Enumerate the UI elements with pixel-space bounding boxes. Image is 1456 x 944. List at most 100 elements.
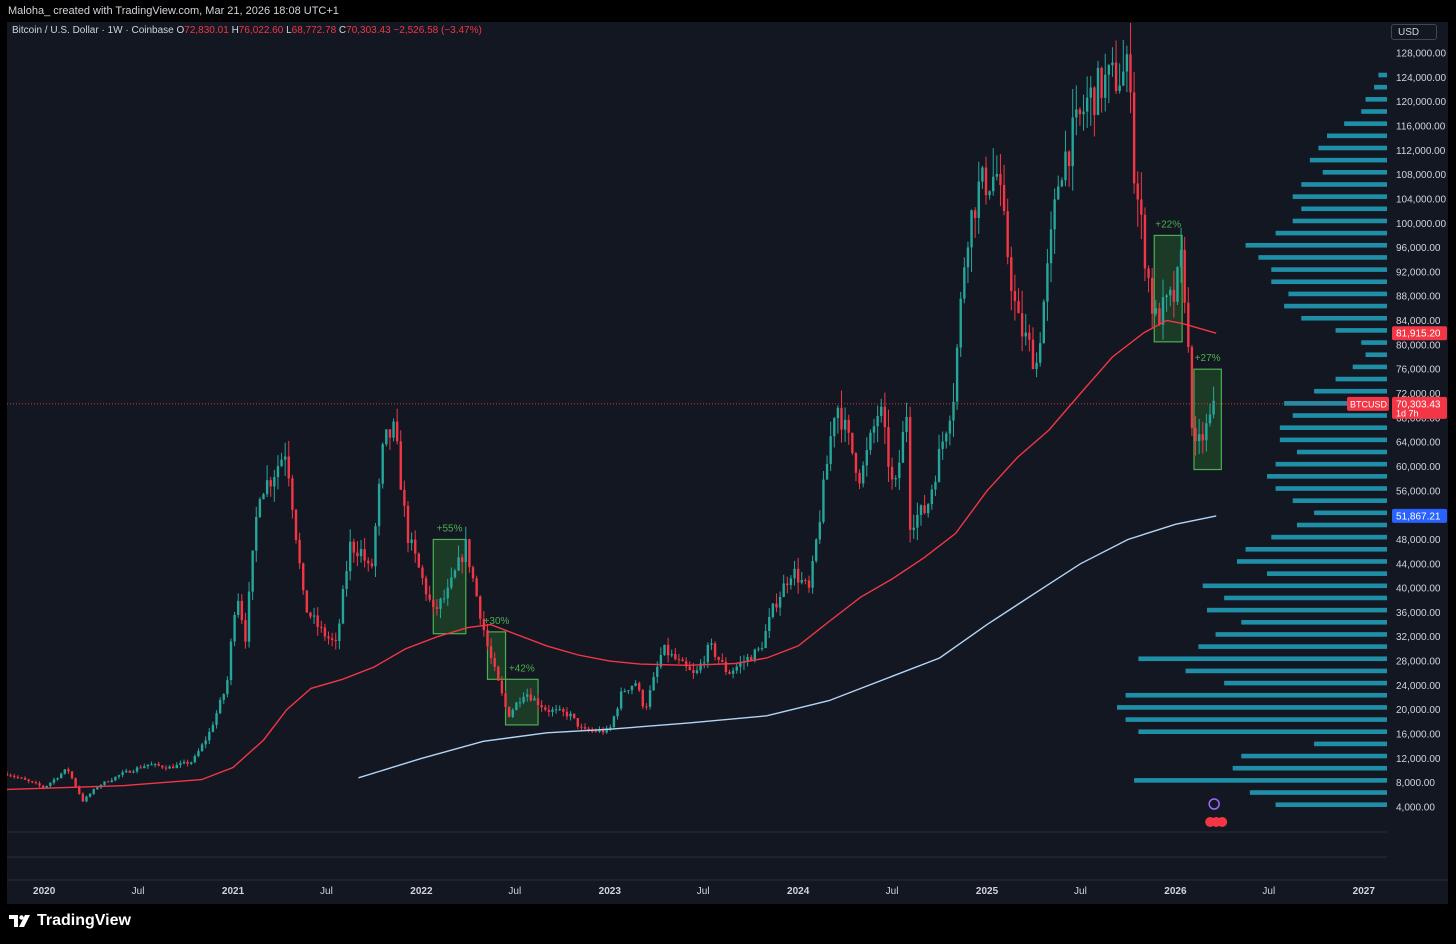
price-tick-label: 24,000.00 [1396, 681, 1441, 692]
volume-profile-bar [1258, 255, 1387, 260]
volume-profile-bar [1125, 692, 1387, 698]
candle-body [428, 594, 431, 600]
candle-body [1176, 267, 1179, 302]
candle-body [345, 571, 348, 589]
time-tick-label: 2022 [410, 886, 433, 897]
candle-body [594, 730, 598, 732]
candle-body [576, 718, 579, 727]
candle-body [627, 690, 630, 692]
price-tick-label: 116,000.00 [1396, 121, 1446, 132]
price-tick-label: 32,000.00 [1396, 632, 1441, 643]
candle-body [446, 587, 449, 599]
candle-body [890, 466, 894, 480]
low-value: 68,772.78 [291, 25, 337, 36]
candle-body [1125, 54, 1129, 72]
candle-body [598, 729, 601, 732]
volume-profile-bar [1335, 376, 1387, 382]
candle-body [605, 728, 608, 733]
candle-body [92, 789, 95, 794]
low-label: L [286, 25, 292, 36]
candle-body [13, 775, 16, 777]
candle-body [807, 580, 811, 588]
candle-body [1031, 339, 1035, 370]
symbol-legend: Bitcoin / U.S. Dollar · 1W · Coinbase O7… [12, 25, 482, 36]
candle-body [1104, 74, 1107, 98]
candle-body [872, 426, 876, 433]
chart-frame[interactable]: +55% +30% +42% +22% +27% 128,000.00 124,000.00… [7, 22, 1448, 904]
candle-body [612, 716, 616, 728]
candle-body [323, 627, 327, 637]
candle-body [1067, 151, 1071, 167]
candle-body [381, 444, 384, 484]
volume-profile-bar [1284, 303, 1387, 309]
candle-body [1114, 62, 1118, 91]
candle-body [265, 480, 269, 495]
volume-profile-bar [1365, 352, 1387, 358]
time-axis: 2020 Jul 2021 Jul 2022 Jul 2023 Jul 2024 Jul 2025 J… [33, 886, 1375, 897]
candle-body [883, 406, 887, 428]
candle-body [468, 539, 471, 568]
candle-body [793, 568, 796, 579]
candle-body [193, 756, 197, 763]
candle-body [9, 775, 12, 777]
candle-body [948, 420, 952, 434]
candle-body [666, 644, 670, 656]
candle-body [157, 763, 160, 766]
candle-body [298, 539, 301, 564]
candle-body [1165, 295, 1168, 298]
candle-body [1017, 301, 1020, 314]
change-value: −2,526.58 (−3.47%) [393, 25, 482, 36]
candle-body [995, 173, 999, 177]
candle-body [923, 505, 926, 514]
candle-body [417, 553, 421, 568]
price-label-box [1392, 508, 1447, 523]
volume-profile-bar [1245, 242, 1387, 248]
candle-body [23, 778, 27, 780]
candle-body [937, 448, 941, 482]
candle-body [688, 666, 691, 671]
candle-body [912, 527, 915, 530]
candle-body [829, 436, 832, 464]
candle-body [1190, 347, 1194, 429]
candle-body [471, 567, 475, 579]
candle-body [1140, 199, 1143, 215]
candle-body [858, 472, 861, 484]
time-tick-label: Jul [1262, 886, 1275, 897]
candle-body [273, 477, 276, 487]
candle-body [41, 785, 45, 788]
candle-body [930, 489, 934, 505]
candle-body [825, 463, 829, 480]
candle-body [623, 691, 626, 693]
candle-body [634, 683, 637, 686]
price-tick-label: 68,000.00 [1396, 413, 1441, 424]
candle-body [526, 694, 529, 697]
candle-body [1006, 211, 1009, 258]
candle-body [327, 636, 330, 639]
candle-body [833, 418, 836, 437]
volume-profile-bar [1275, 461, 1387, 467]
candle-body [348, 541, 352, 572]
gain-box [432, 538, 467, 635]
candle-body [103, 781, 106, 785]
candle-body [269, 480, 272, 487]
candle-body [562, 709, 565, 712]
candle-body [168, 766, 171, 769]
candle-body [395, 421, 399, 442]
flag-icon [1217, 817, 1228, 827]
candle-body [330, 638, 334, 640]
candle-body [388, 429, 392, 438]
price-chart[interactable]: +55% +30% +42% +22% +27% 128,000.00 124,000.00… [7, 22, 1448, 904]
candle-body [757, 648, 760, 650]
volume-profile-bar [1279, 437, 1387, 443]
candle-body [81, 793, 85, 802]
volume-profile-bar [1365, 97, 1387, 102]
candle-body [908, 416, 912, 530]
time-tick-label: Jul [886, 886, 899, 897]
close-label: C [338, 25, 347, 36]
candle-body [616, 708, 619, 717]
candle-body [533, 698, 536, 701]
tradingview-logo[interactable]: TradingView [9, 912, 131, 930]
candle-body [735, 666, 738, 671]
candle-body [399, 441, 402, 490]
currency-button[interactable]: USD [1391, 24, 1437, 40]
